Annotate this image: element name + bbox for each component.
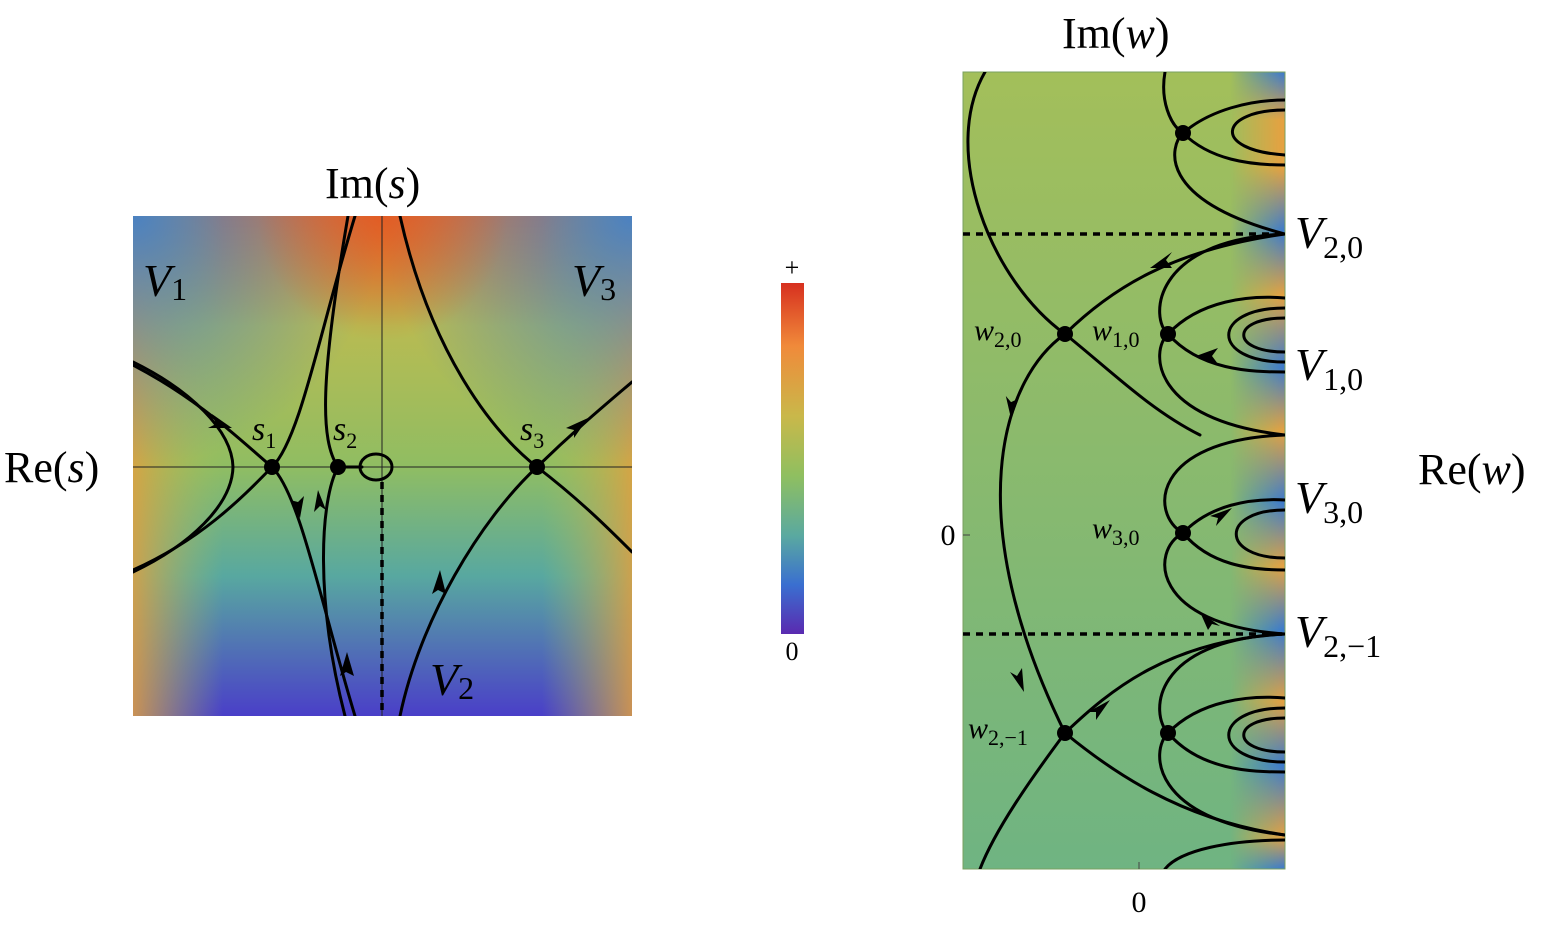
s3-b bbox=[398, 380, 632, 716]
valley-label-V30: V3,0 bbox=[1295, 472, 1363, 530]
lobe-top bbox=[1162, 72, 1285, 236]
s3-a bbox=[398, 216, 632, 554]
left-y-axis-label: Im(s) bbox=[325, 159, 420, 208]
valley-label-V10: V1,0 bbox=[1295, 339, 1363, 397]
arrow bbox=[1200, 612, 1220, 630]
left-panel: s1 s2 s3 V1 V2 V3 Im(s) Re(s) bbox=[4, 159, 632, 716]
arrow bbox=[1005, 396, 1019, 420]
right-y-axis-label: Im(w) bbox=[1062, 9, 1170, 58]
arc-top bbox=[966, 72, 1202, 437]
saddle-label-s2: s2 bbox=[333, 411, 357, 453]
saddle-point-w20 bbox=[1057, 326, 1073, 342]
saddle-label-w2m1: w2,−1 bbox=[968, 712, 1028, 750]
left-x-axis-label: Re(s) bbox=[4, 443, 99, 492]
saddle-point-w2m1 bbox=[1057, 725, 1073, 741]
saddle-label-w10: w1,0 bbox=[1092, 314, 1140, 352]
arrow bbox=[340, 652, 354, 676]
w2m1-down bbox=[978, 731, 1067, 869]
saddle-point-w10 bbox=[1160, 326, 1176, 342]
arrow bbox=[1150, 252, 1172, 268]
saddle-point-bottom bbox=[1160, 725, 1176, 741]
w20-to-V20 bbox=[1063, 232, 1285, 336]
arrow bbox=[314, 490, 326, 512]
right-x-tick-0: 0 bbox=[1132, 886, 1147, 919]
right-x-axis-label: Re(w) bbox=[1418, 445, 1526, 494]
arc-mid bbox=[998, 332, 1067, 735]
valley-label-v1: V1 bbox=[143, 255, 187, 307]
arrow bbox=[208, 414, 232, 428]
colorbar-bottom-label: 0 bbox=[786, 637, 799, 666]
s2-up bbox=[324, 216, 350, 469]
arrow bbox=[290, 496, 304, 518]
saddle-point-s1 bbox=[264, 459, 280, 475]
colorbar: + 0 bbox=[781, 253, 804, 666]
valley-label-V2m1: V2,−1 bbox=[1295, 606, 1381, 664]
right-y-tick-0: 0 bbox=[941, 519, 956, 552]
left-hyperbola bbox=[133, 360, 235, 574]
colorbar-top-label: + bbox=[785, 253, 800, 282]
arrow bbox=[1210, 508, 1232, 526]
s2-down bbox=[322, 465, 347, 716]
arrow bbox=[566, 418, 588, 438]
saddle-point-s2 bbox=[330, 459, 346, 475]
saddle-label-s1: s1 bbox=[252, 411, 276, 453]
valley-label-v3: V3 bbox=[572, 255, 616, 307]
colorbar-gradient bbox=[781, 283, 804, 634]
arrow bbox=[1010, 668, 1024, 692]
arrow bbox=[1196, 348, 1218, 364]
arrow bbox=[432, 570, 446, 594]
saddle-point-s3 bbox=[529, 459, 545, 475]
valley-label-V20: V2,0 bbox=[1295, 207, 1363, 265]
saddle-label-s3: s3 bbox=[520, 411, 544, 453]
arrow bbox=[1088, 700, 1110, 720]
right-panel: w2,0 w1,0 w3,0 w2,−1 V2,0 V1,0 V3,0 V2,−… bbox=[941, 9, 1526, 919]
saddle-point-top bbox=[1175, 125, 1191, 141]
valley-label-v2: V2 bbox=[430, 654, 474, 706]
saddle-point-w30 bbox=[1175, 525, 1191, 541]
saddle-label-w30: w3,0 bbox=[1092, 512, 1140, 550]
saddle-label-w20: w2,0 bbox=[974, 314, 1022, 352]
